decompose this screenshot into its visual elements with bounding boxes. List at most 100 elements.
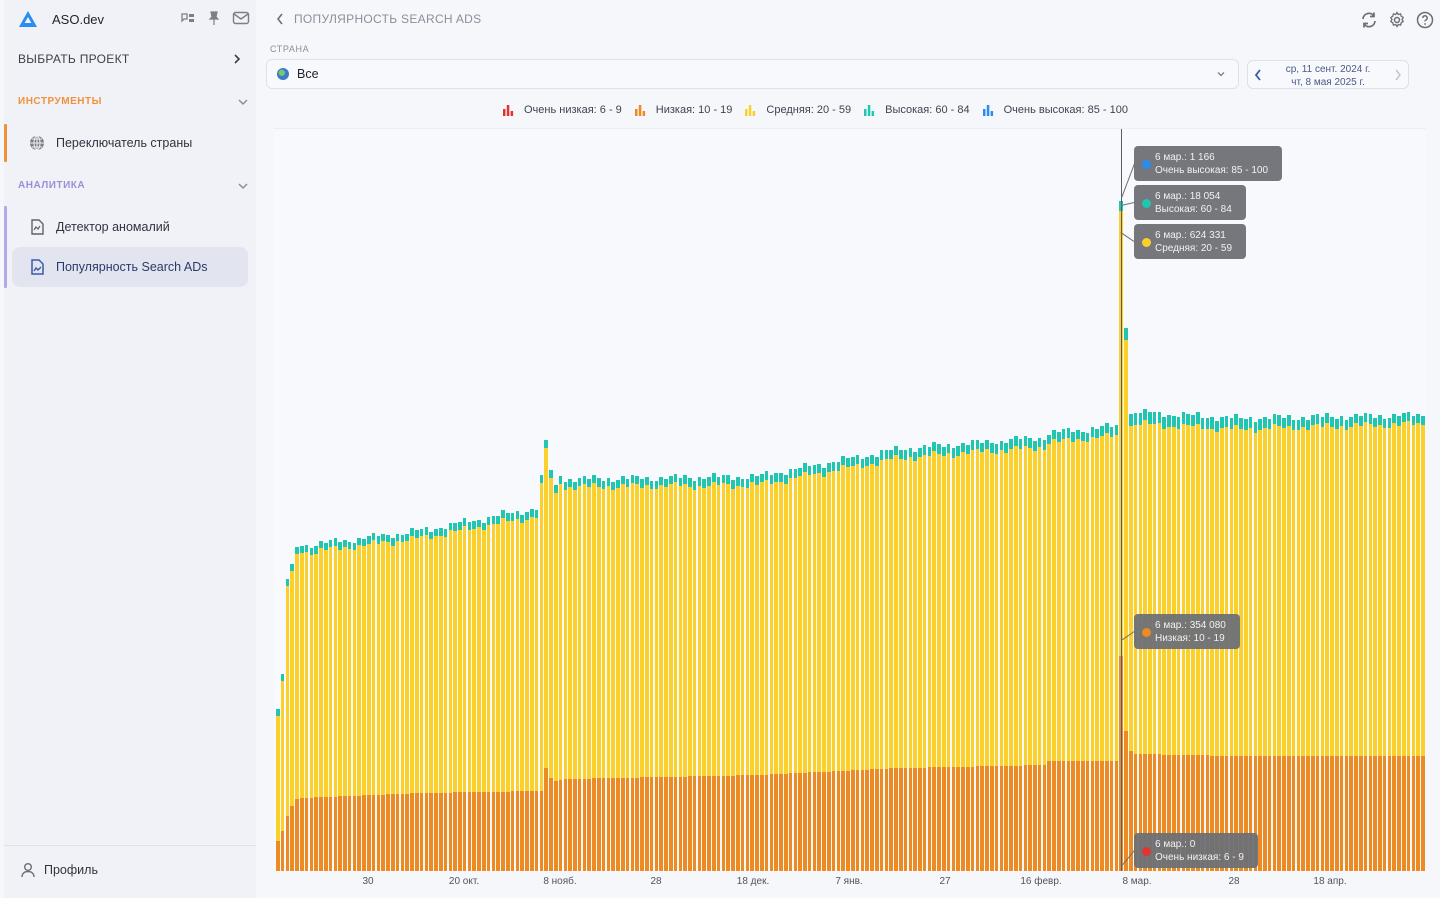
chart-bar[interactable] <box>673 473 678 871</box>
chart-bar[interactable] <box>1133 413 1138 871</box>
chart-bar[interactable] <box>333 538 338 871</box>
chart-bar[interactable] <box>736 476 740 871</box>
chat-toggle-icon[interactable] <box>180 10 196 26</box>
sidebar-item-search-ads-popularity[interactable]: Популярность Search ADs <box>12 247 248 287</box>
section-tools-header[interactable]: ИНСТРУМЕНТЫ <box>18 96 248 107</box>
chart-bar[interactable] <box>1109 427 1114 871</box>
chart-bar[interactable] <box>716 476 721 871</box>
sidebar-item-country-switcher[interactable]: Переключатель страны <box>12 123 248 163</box>
chart-bar[interactable] <box>1028 437 1032 871</box>
chart-bar[interactable] <box>1076 429 1080 871</box>
chart-bar[interactable] <box>1138 413 1143 871</box>
chart-bar[interactable] <box>841 456 845 871</box>
chart-bar[interactable] <box>1272 413 1277 871</box>
chart-bar[interactable] <box>769 475 774 871</box>
chart-bar[interactable] <box>793 469 798 871</box>
chart-bar[interactable] <box>400 534 405 871</box>
chart-bar[interactable] <box>625 478 630 871</box>
chart-bar[interactable] <box>985 439 989 871</box>
chart-bar[interactable] <box>1392 413 1397 871</box>
chart-bar[interactable] <box>884 449 889 871</box>
chart-bar[interactable] <box>486 517 491 871</box>
chart-bar[interactable] <box>1243 418 1248 871</box>
chart-bar[interactable] <box>328 539 333 871</box>
chart-bar[interactable] <box>1090 427 1095 871</box>
chart-bar[interactable] <box>750 473 754 871</box>
chart-bar[interactable] <box>1052 429 1056 871</box>
chart-bar[interactable] <box>712 473 716 871</box>
chart-bar[interactable] <box>1334 419 1339 871</box>
chart-bar[interactable] <box>788 469 793 871</box>
chart-bar[interactable] <box>798 467 802 871</box>
chart-bar[interactable] <box>367 536 371 871</box>
chart-bar[interactable] <box>1234 413 1238 871</box>
chart-bar[interactable] <box>865 456 869 871</box>
chart-bar[interactable] <box>424 527 429 871</box>
chart-bar[interactable] <box>707 477 711 871</box>
gear-icon[interactable] <box>1388 11 1406 29</box>
chart-bar[interactable] <box>573 482 577 871</box>
chart-bar[interactable] <box>1291 420 1296 871</box>
chart-bar[interactable] <box>376 536 381 871</box>
date-range-picker[interactable]: ср, 11 сент. 2024 г. чт, 8 мая 2025 г. <box>1247 60 1409 89</box>
chart-bar[interactable] <box>1339 416 1344 871</box>
chart-bar[interactable] <box>414 530 419 871</box>
chart-bar[interactable] <box>467 522 472 871</box>
chart-bar[interactable] <box>874 456 879 871</box>
chart-bar[interactable] <box>966 444 970 871</box>
chart-bar[interactable] <box>343 539 347 871</box>
chart-bar[interactable] <box>1018 439 1023 871</box>
chart-bar[interactable] <box>1081 431 1085 871</box>
chart-bar[interactable] <box>429 531 433 871</box>
chart-bar[interactable] <box>1181 412 1186 871</box>
chart-bar[interactable] <box>999 440 1004 871</box>
chart-bar[interactable] <box>549 469 553 871</box>
chart-bar[interactable] <box>989 443 994 871</box>
chart-bar[interactable] <box>520 514 524 871</box>
chart-bar[interactable] <box>721 474 726 871</box>
chart-bar[interactable] <box>597 478 601 871</box>
chart-bar[interactable] <box>1023 435 1028 871</box>
chart-bar[interactable] <box>1368 414 1373 871</box>
chart-bar[interactable] <box>855 454 860 871</box>
chart-bar[interactable] <box>908 448 913 871</box>
chart-bar[interactable] <box>1258 419 1262 871</box>
pin-icon[interactable] <box>206 10 222 26</box>
chart-bar[interactable] <box>1210 417 1214 871</box>
chart-bar[interactable] <box>898 449 903 871</box>
chart-bar[interactable] <box>1358 416 1363 871</box>
chart-bar[interactable] <box>386 534 390 871</box>
chart-bar[interactable] <box>644 476 649 871</box>
section-analytics-header[interactable]: АНАЛИТИКА <box>18 180 248 191</box>
chart-bar[interactable] <box>280 673 285 871</box>
chart-bar[interactable] <box>1176 417 1181 871</box>
chart-bar[interactable] <box>664 479 668 871</box>
chart-bar[interactable] <box>1239 417 1243 871</box>
chart-bar[interactable] <box>304 545 309 871</box>
chart-bar[interactable] <box>970 440 975 871</box>
chart-bar[interactable] <box>295 546 299 871</box>
chart-bar[interactable] <box>1325 413 1329 871</box>
chart-bar[interactable] <box>357 537 362 871</box>
profile-button[interactable]: Профиль <box>20 862 98 878</box>
chart-bar[interactable] <box>410 528 414 871</box>
country-select[interactable]: Все <box>266 59 1239 89</box>
chart-bar[interactable] <box>1416 413 1420 871</box>
chart-bar[interactable] <box>1311 415 1315 871</box>
chart-bar[interactable] <box>1382 418 1387 871</box>
chart-bar[interactable] <box>1306 419 1310 871</box>
chart-bar[interactable] <box>745 479 750 871</box>
chart-bar[interactable] <box>1033 441 1037 871</box>
chart-bar[interactable] <box>491 515 496 871</box>
chart-bar[interactable] <box>1330 417 1334 871</box>
chart-bar[interactable] <box>438 528 443 871</box>
chart-bar[interactable] <box>956 446 960 871</box>
chart-bar[interactable] <box>395 533 400 871</box>
chart-bar[interactable] <box>630 474 635 871</box>
chart-bar[interactable] <box>807 466 812 871</box>
chart-bar[interactable] <box>309 547 314 871</box>
chart-bar[interactable] <box>1219 416 1224 871</box>
chart-bar[interactable] <box>323 543 328 871</box>
legend-item[interactable]: Очень низкая: 6 - 9 <box>502 104 622 116</box>
chart-bar[interactable] <box>616 479 620 871</box>
